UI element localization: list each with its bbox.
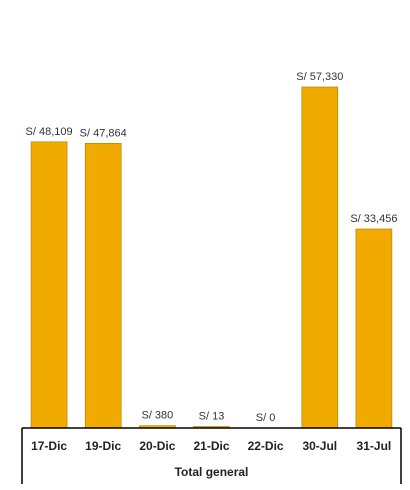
x-tick-labels: 17-Dic 19-Dic 20-Dic 21-Dic 22-Dic 30-Jul 31-J… (31, 439, 391, 453)
x-tick-label-30-Jul: 30-Jul (302, 439, 337, 453)
data-label-21-Dic: S/ 13 (199, 411, 225, 423)
x-axis (21, 427, 402, 484)
bar-19-Dic (84, 143, 122, 429)
group-label: Total general (175, 465, 249, 479)
x-tick-label-31-Jul: 31-Jul (357, 439, 392, 453)
data-labels: S/ 48,109 S/ 47,864 S/ 380 S/ 13 S/ 0 S/ 57,3… (26, 71, 398, 424)
bars (30, 86, 393, 429)
bar-30-Jul (301, 86, 339, 429)
data-label-19-Dic: S/ 47,864 (80, 127, 127, 139)
data-label-30-Jul: S/ 57,330 (296, 71, 343, 83)
data-label-22-Dic: S/ 0 (256, 412, 276, 424)
data-label-20-Dic: S/ 380 (141, 410, 173, 422)
x-tick-label-21-Dic: 21-Dic (193, 439, 229, 453)
bar-31-Jul (355, 228, 393, 429)
data-label-17-Dic: S/ 48,109 (26, 126, 73, 138)
data-label-31-Jul: S/ 33,456 (350, 213, 397, 225)
x-tick-label-20-Dic: 20-Dic (139, 439, 175, 453)
x-tick-label-19-Dic: 19-Dic (85, 439, 121, 453)
x-tick-label-17-Dic: 17-Dic (31, 439, 67, 453)
bar-17-Dic (30, 141, 68, 429)
x-tick-label-22-Dic: 22-Dic (248, 439, 284, 453)
